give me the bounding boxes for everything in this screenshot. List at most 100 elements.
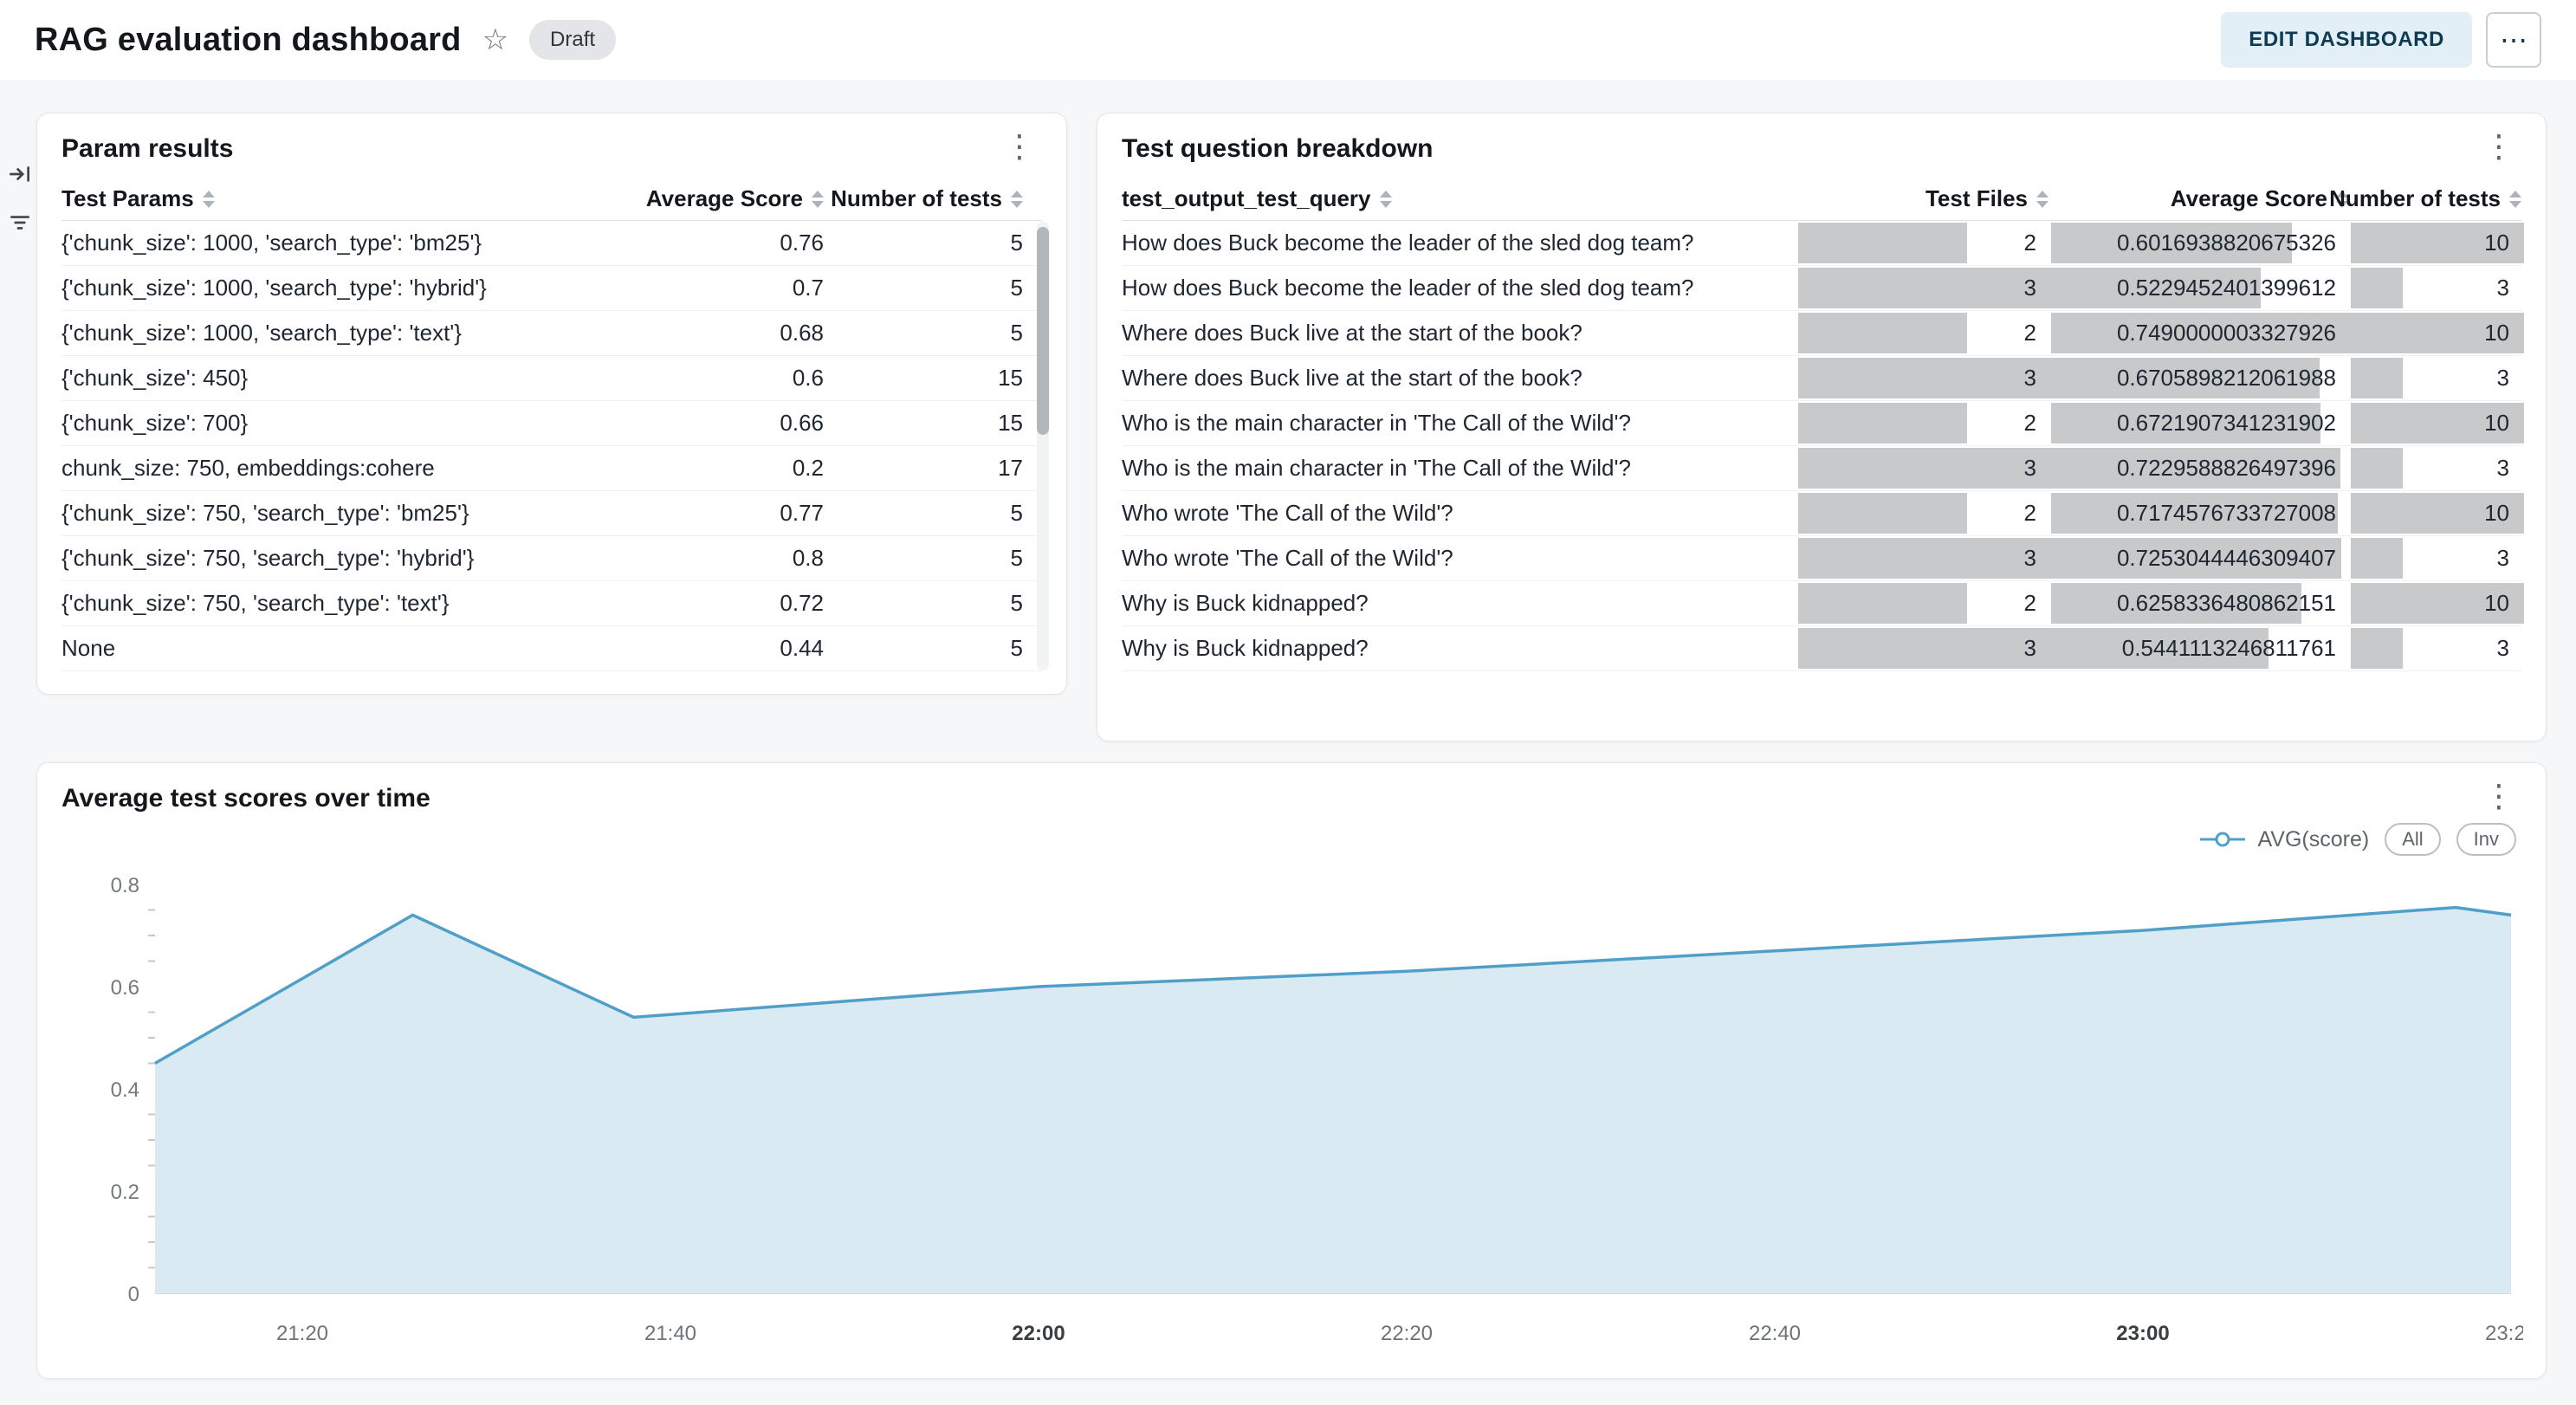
svg-text:21:40: 21:40 <box>644 1322 696 1345</box>
svg-text:0.8: 0.8 <box>111 874 139 897</box>
value-bar <box>2351 403 2524 444</box>
column-header-number-of-tests[interactable]: Number of tests <box>2329 185 2521 212</box>
cell-average-score: 0.66 <box>780 410 824 436</box>
column-header-label: Test Params <box>61 185 194 211</box>
value-bar <box>1798 358 2051 398</box>
table-scrollbar[interactable] <box>1037 222 1049 670</box>
cell-average-score: 0.7490000003327926 <box>2049 311 2351 355</box>
svg-text:22:40: 22:40 <box>1749 1322 1801 1345</box>
cell-test-files: 3 <box>1796 536 2051 580</box>
widget-title: Test question breakdown <box>1122 134 1434 163</box>
more-options-button[interactable]: ⋯ <box>2486 12 2541 68</box>
cell-number-of-tests: 3 <box>2348 536 2521 580</box>
value-bar <box>1798 223 1967 263</box>
value-bar <box>1798 538 2051 579</box>
widget-menu-button[interactable]: ⋮ <box>2476 780 2521 812</box>
cell-test-files: 3 <box>1796 266 2051 310</box>
cell-query: Who wrote 'The Call of the Wild'? <box>1122 500 1453 526</box>
widget-menu-button[interactable]: ⋮ <box>2476 131 2521 162</box>
cell-test-params: chunk_size: 750, embeddings:cohere <box>61 455 435 481</box>
cell-test-params: {'chunk_size': 1000, 'search_type': 'bm2… <box>61 230 482 256</box>
cell-average-score: 0.7174576733727008 <box>2049 491 2348 535</box>
dashboard-header: RAG evaluation dashboard ☆ Draft EDIT DA… <box>0 0 2576 80</box>
svg-text:0.6: 0.6 <box>111 976 139 1000</box>
cell-number-of-tests: 5 <box>1010 275 1023 301</box>
column-header-label: Number of tests <box>2329 185 2501 211</box>
param-results-widget: Param results ⋮ Test Params Average Scor… <box>36 113 1067 695</box>
value-bar <box>2351 628 2403 669</box>
table-row: {'chunk_size': 700} 0.66 15 <box>61 401 1042 446</box>
question-breakdown-table: test_output_test_query Test Files Averag… <box>1122 178 2524 671</box>
cell-average-score: 0.6258336480862151 <box>2049 581 2348 625</box>
column-header-label: Average Score <box>645 185 803 211</box>
table-row: {'chunk_size': 750, 'search_type': 'bm25… <box>61 491 1042 536</box>
cell-test-params: {'chunk_size': 450} <box>61 365 249 391</box>
filter-icon[interactable] <box>5 208 35 237</box>
column-header-test-files[interactable]: Test Files <box>1796 185 2049 212</box>
cell-query: Who is the main character in 'The Call o… <box>1122 455 1631 481</box>
value-bar <box>1798 493 1967 534</box>
value-bar <box>2051 313 2351 353</box>
table-row: {'chunk_size': 1000, 'search_type': 'bm2… <box>61 221 1042 266</box>
value-bar <box>2351 448 2403 489</box>
sort-icon <box>1379 190 1392 208</box>
table-row: {'chunk_size': 450} 0.6 15 <box>61 356 1042 401</box>
legend-invert-selection-button[interactable]: Inv <box>2456 823 2516 856</box>
value-bar <box>2051 448 2340 489</box>
canvas-side-toolbar <box>5 159 35 237</box>
cell-average-score: 0.77 <box>780 500 824 526</box>
table-header-row: Test Params Average Score Number of test… <box>61 178 1042 221</box>
value-bar <box>2051 583 2302 624</box>
value-bar <box>2351 268 2403 308</box>
cell-average-score: 0.5441113246811761 <box>2049 626 2348 670</box>
column-header-test-params[interactable]: Test Params <box>61 185 564 212</box>
widget-menu-button[interactable]: ⋮ <box>997 131 1042 162</box>
cell-query: Where does Buck live at the start of the… <box>1122 365 1582 391</box>
cell-number-of-tests: 10 <box>2348 581 2524 625</box>
column-header-average-score[interactable]: Average Score <box>2049 185 2348 212</box>
open-panel-icon[interactable] <box>5 159 35 189</box>
table-row: Where does Buck live at the start of the… <box>1122 311 2524 356</box>
cell-average-score: 0.6 <box>792 365 824 391</box>
cell-average-score: 0.44 <box>780 635 824 661</box>
column-header-label: test_output_test_query <box>1122 185 1371 211</box>
table-row: Why is Buck kidnapped? 2 0.6258336480862… <box>1122 581 2524 626</box>
value-bar <box>1798 628 2051 669</box>
column-header-test-query[interactable]: test_output_test_query <box>1122 185 1796 212</box>
table-row: How does Buck become the leader of the s… <box>1122 266 2521 311</box>
cell-number-of-tests: 5 <box>1010 320 1023 346</box>
scores-line-chart[interactable]: 0 0.2 0.4 0.6 0.8 21:20 21:40 22:00 22:20 22:40 23… <box>61 862 2523 1356</box>
chart-legend: AVG(score) All Inv <box>61 820 2521 858</box>
cell-average-score: 0.7229588826497396 <box>2049 446 2348 490</box>
cell-query: Who is the main character in 'The Call o… <box>1122 410 1631 436</box>
table-row: {'chunk_size': 750, 'search_type': 'text… <box>61 581 1042 626</box>
value-bar <box>1798 268 2051 308</box>
column-header-average-score[interactable]: Average Score <box>564 185 824 212</box>
cell-number-of-tests: 15 <box>998 410 1023 436</box>
scores-chart-widget: Average test scores over time ⋮ AVG(scor… <box>36 762 2547 1379</box>
sort-icon <box>2336 190 2348 208</box>
param-results-table: Test Params Average Score Number of test… <box>61 178 1049 671</box>
edit-dashboard-button[interactable]: EDIT DASHBOARD <box>2221 12 2472 68</box>
column-header-number-of-tests[interactable]: Number of tests <box>824 185 1023 212</box>
table-row: chunk_size: 750, embeddings:cohere 0.2 1… <box>61 446 1042 491</box>
legend-select-all-button[interactable]: All <box>2385 823 2441 856</box>
line-series-marker-icon <box>2200 832 2246 847</box>
legend-item-avg-score[interactable]: AVG(score) <box>2198 827 2369 852</box>
cell-number-of-tests: 5 <box>1010 590 1023 616</box>
cell-number-of-tests: 10 <box>2348 401 2524 445</box>
cell-test-files: 3 <box>1796 626 2051 670</box>
value-bar <box>2051 268 2261 308</box>
favorite-star-icon[interactable]: ☆ <box>482 23 509 56</box>
svg-text:23:00: 23:00 <box>2116 1322 2169 1345</box>
kebab-icon: ⋮ <box>2483 778 2515 813</box>
value-bar <box>2051 223 2292 263</box>
svg-text:0.2: 0.2 <box>111 1181 139 1204</box>
table-row: None 0.44 5 <box>61 626 1042 671</box>
table-row: Why is Buck kidnapped? 3 0.5441113246811… <box>1122 626 2521 671</box>
cell-number-of-tests: 10 <box>2348 491 2524 535</box>
scrollbar-thumb[interactable] <box>1037 227 1049 435</box>
cell-average-score: 0.72 <box>780 590 824 616</box>
ellipsis-icon: ⋯ <box>2500 24 2527 55</box>
cell-number-of-tests: 17 <box>998 455 1023 481</box>
